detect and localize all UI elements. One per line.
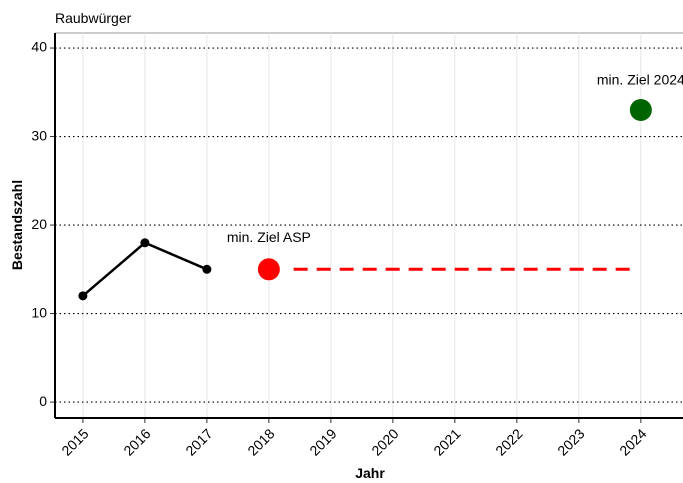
y-tick-label: 40 <box>31 39 47 55</box>
data-point <box>140 238 150 248</box>
data-point <box>78 291 88 301</box>
y-tick-label: 30 <box>31 127 47 143</box>
y-axis-label: Bestandszahl <box>9 180 25 270</box>
annotation: min. Ziel ASP <box>227 229 311 245</box>
x-tick-label: 2022 <box>492 425 525 458</box>
chart-title: Raubwürger <box>55 10 132 26</box>
x-axis-label: Jahr <box>355 465 385 481</box>
x-tick-label: 2017 <box>182 425 215 458</box>
y-tick-label: 0 <box>39 393 47 409</box>
x-tick-label: 2016 <box>120 425 153 458</box>
x-tick-label: 2024 <box>616 425 649 458</box>
data-point <box>202 264 212 274</box>
y-tick-label: 10 <box>31 304 47 320</box>
data-point <box>629 99 652 121</box>
x-tick-label: 2018 <box>244 425 277 458</box>
y-tick-label: 20 <box>31 216 47 232</box>
x-tick-label: 2023 <box>554 425 587 458</box>
annotation: min. Ziel 2024 <box>597 71 683 87</box>
x-tick-label: 2019 <box>306 425 339 458</box>
x-tick-label: 2015 <box>58 425 91 458</box>
x-tick-label: 2020 <box>368 425 401 458</box>
x-tick-label: 2021 <box>430 425 463 458</box>
data-point <box>257 258 280 281</box>
